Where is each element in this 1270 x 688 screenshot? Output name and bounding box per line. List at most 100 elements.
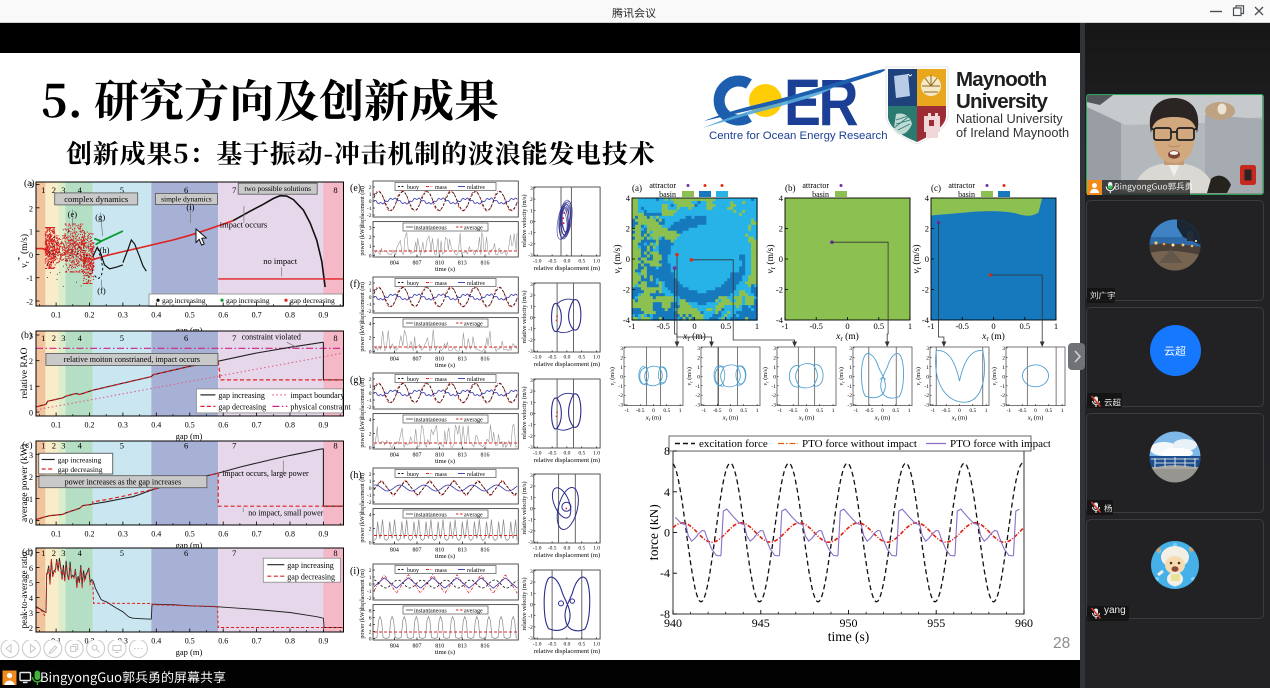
svg-text:3: 3 bbox=[61, 333, 65, 343]
svg-text:-0.5: -0.5 bbox=[548, 259, 557, 265]
svg-text:displacement (m): displacement (m) bbox=[359, 378, 366, 420]
svg-text:816: 816 bbox=[481, 548, 490, 554]
svg-text:-1: -1 bbox=[367, 589, 372, 595]
svg-text:0.5: 0.5 bbox=[185, 637, 195, 646]
svg-text:2: 2 bbox=[530, 580, 533, 586]
svg-text:relative velocity (m/s): relative velocity (m/s) bbox=[521, 290, 528, 343]
svg-text:excitation force: excitation force bbox=[699, 438, 768, 450]
svg-text:0.9: 0.9 bbox=[318, 311, 328, 320]
svg-text:4: 4 bbox=[664, 485, 670, 499]
svg-text:1: 1 bbox=[369, 288, 372, 294]
svg-text:relative: relative bbox=[467, 568, 485, 574]
svg-text:0.3: 0.3 bbox=[118, 311, 128, 320]
svg-text:-4: -4 bbox=[922, 315, 930, 325]
svg-text:-3: -3 bbox=[771, 403, 776, 409]
svg-text:average: average bbox=[464, 513, 483, 519]
svg-text:2: 2 bbox=[926, 355, 929, 361]
svg-text:relative velocity (m/s): relative velocity (m/s) bbox=[521, 386, 528, 439]
svg-text:0.3: 0.3 bbox=[118, 421, 128, 430]
svg-text:2: 2 bbox=[620, 355, 623, 361]
svg-text:(e): (e) bbox=[350, 183, 361, 194]
svg-text:-2: -2 bbox=[847, 393, 852, 399]
svg-text:3: 3 bbox=[29, 609, 33, 618]
svg-text:buoy: buoy bbox=[407, 185, 419, 191]
svg-text:peak-to-average ratio: peak-to-average ratio bbox=[19, 551, 29, 628]
svg-text:0.5: 0.5 bbox=[873, 321, 884, 331]
svg-text:2: 2 bbox=[52, 441, 56, 451]
svg-text:3: 3 bbox=[29, 451, 33, 460]
svg-text:(h): (h) bbox=[350, 470, 362, 481]
svg-text:gap decreasing: gap decreasing bbox=[290, 296, 335, 305]
svg-text:4: 4 bbox=[78, 548, 83, 558]
svg-text:complex dynamics: complex dynamics bbox=[64, 194, 128, 204]
svg-text:attractor: attractor bbox=[649, 181, 676, 190]
svg-text:relative displacement (m): relative displacement (m) bbox=[534, 648, 600, 655]
svg-text:1: 1 bbox=[369, 244, 372, 250]
svg-text:813: 813 bbox=[458, 548, 467, 554]
svg-text:0.0: 0.0 bbox=[563, 450, 570, 456]
svg-text:1.0: 1.0 bbox=[593, 259, 600, 265]
svg-text:time (s): time (s) bbox=[435, 553, 455, 560]
svg-text:-1.0: -1.0 bbox=[533, 354, 542, 360]
svg-text:3: 3 bbox=[620, 346, 623, 352]
svg-text:mass: mass bbox=[435, 281, 448, 287]
svg-text:0.0: 0.0 bbox=[563, 259, 570, 265]
svg-text:1: 1 bbox=[41, 185, 45, 195]
svg-text:-0.5: -0.5 bbox=[636, 408, 645, 414]
svg-text:buoy: buoy bbox=[407, 472, 419, 478]
svg-text:813: 813 bbox=[458, 356, 467, 362]
svg-text:0: 0 bbox=[29, 409, 33, 418]
svg-text:2: 2 bbox=[29, 357, 33, 366]
svg-text:0: 0 bbox=[530, 602, 533, 608]
svg-text:5: 5 bbox=[120, 333, 124, 343]
svg-text:power (kW): power (kW) bbox=[359, 609, 366, 638]
svg-text:2: 2 bbox=[369, 472, 372, 478]
svg-text:(d): (d) bbox=[22, 547, 33, 558]
svg-text:810: 810 bbox=[435, 452, 444, 458]
svg-text:displacement (m): displacement (m) bbox=[359, 569, 366, 611]
svg-text:-3: -3 bbox=[528, 445, 533, 451]
svg-text:807: 807 bbox=[413, 356, 422, 362]
svg-text:1: 1 bbox=[831, 408, 834, 414]
svg-text:1: 1 bbox=[755, 408, 758, 414]
svg-text:2: 2 bbox=[530, 293, 533, 299]
svg-text:8: 8 bbox=[369, 608, 372, 614]
svg-text:1: 1 bbox=[926, 365, 929, 371]
svg-text:(b): (b) bbox=[785, 183, 796, 193]
svg-text:power (kW): power (kW) bbox=[359, 514, 366, 543]
svg-text:1: 1 bbox=[773, 365, 776, 371]
svg-text:1: 1 bbox=[369, 384, 372, 390]
svg-text:relative displacement (m): relative displacement (m) bbox=[534, 457, 600, 464]
svg-text:(a): (a) bbox=[632, 183, 642, 193]
svg-text:804: 804 bbox=[390, 356, 399, 362]
svg-text:0: 0 bbox=[530, 411, 533, 417]
svg-text:instantaneous: instantaneous bbox=[414, 417, 447, 423]
svg-text:0.4: 0.4 bbox=[151, 421, 161, 430]
svg-text:2: 2 bbox=[779, 224, 783, 234]
svg-text:-2: -2 bbox=[528, 242, 533, 248]
svg-text:mass: mass bbox=[435, 377, 448, 383]
svg-text:2: 2 bbox=[369, 281, 372, 287]
svg-text:804: 804 bbox=[390, 643, 399, 649]
svg-text:-2: -2 bbox=[528, 625, 533, 631]
svg-text:0.5: 0.5 bbox=[578, 450, 585, 456]
svg-text:0.8: 0.8 bbox=[285, 637, 295, 646]
svg-text:attractor: attractor bbox=[948, 181, 975, 190]
svg-text:0: 0 bbox=[692, 321, 696, 331]
svg-text:-0.5: -0.5 bbox=[1018, 408, 1027, 414]
svg-text:1: 1 bbox=[41, 333, 45, 343]
svg-text:0.9: 0.9 bbox=[318, 421, 328, 430]
svg-text:3: 3 bbox=[29, 181, 33, 190]
svg-text:7: 7 bbox=[232, 441, 236, 451]
svg-text:1: 1 bbox=[1002, 365, 1005, 371]
svg-text:-0.5: -0.5 bbox=[548, 450, 557, 456]
svg-text:-4: -4 bbox=[623, 315, 631, 325]
svg-text:2: 2 bbox=[369, 527, 372, 533]
svg-text:4: 4 bbox=[925, 193, 930, 203]
svg-text:Maynooth: Maynooth bbox=[956, 68, 1047, 91]
svg-text:0.4: 0.4 bbox=[151, 637, 161, 646]
svg-text:1.0: 1.0 bbox=[593, 546, 600, 552]
svg-text:-0.5: -0.5 bbox=[941, 408, 950, 414]
svg-text:0.7: 0.7 bbox=[252, 421, 262, 430]
svg-text:-3: -3 bbox=[528, 636, 533, 642]
